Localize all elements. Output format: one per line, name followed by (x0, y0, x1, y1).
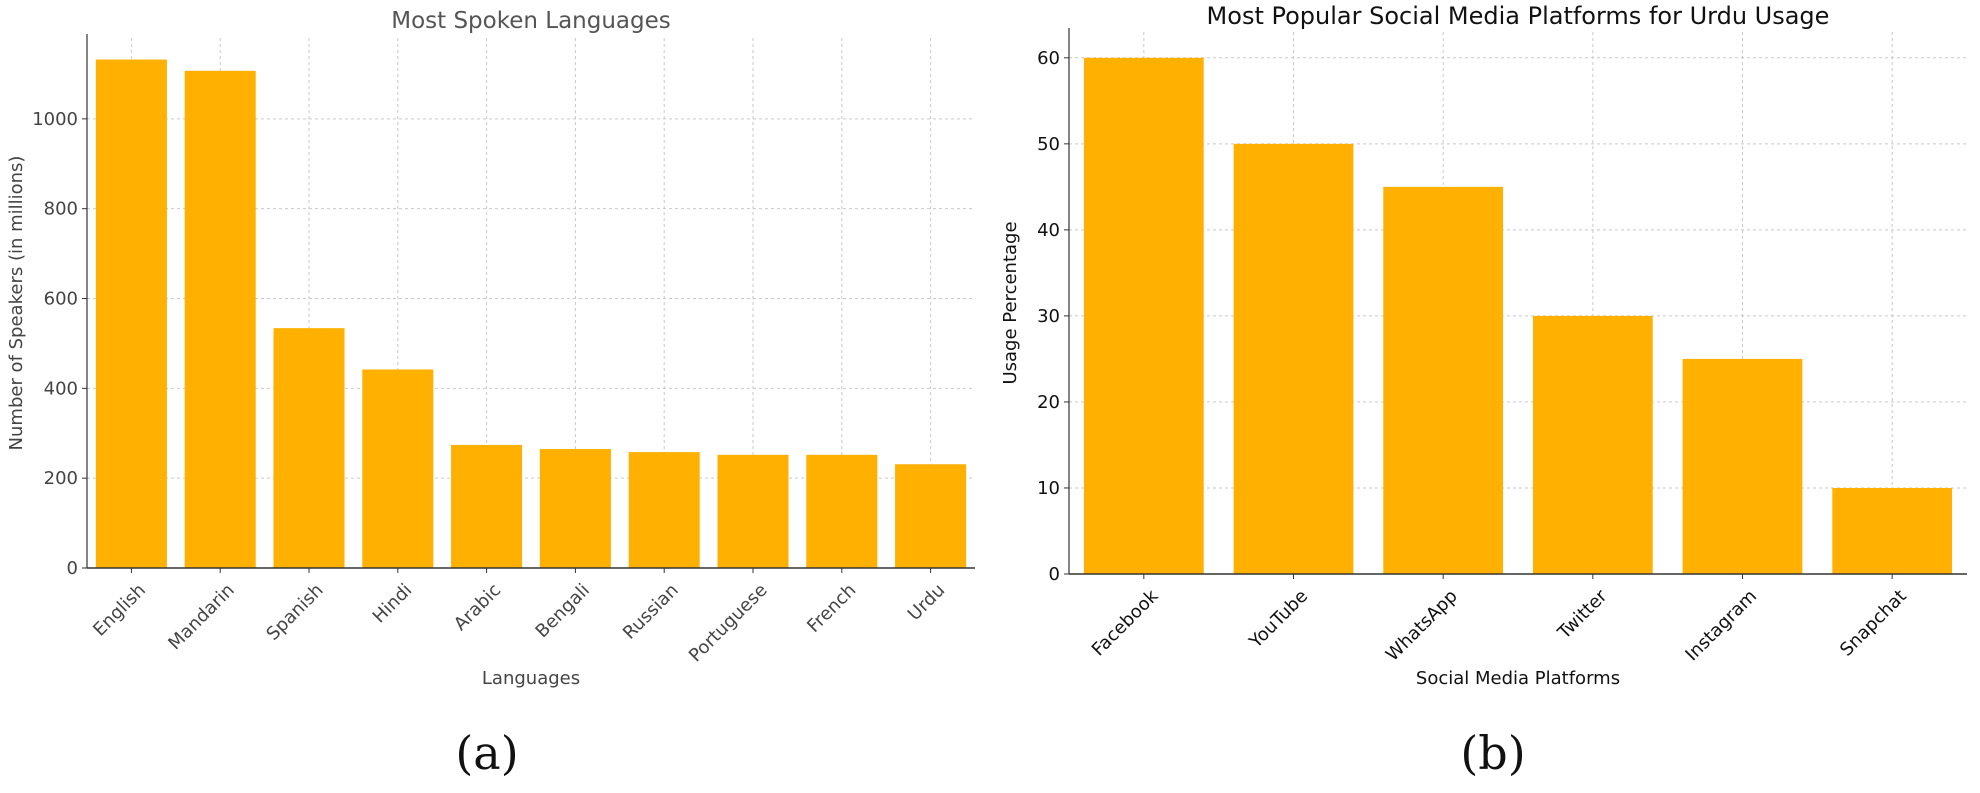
bar-portuguese (717, 454, 789, 568)
chart-panel-b: 0 10 20 30 40 50 60 Facebook YouTube WhatsApp Twit… (990, 0, 1980, 793)
y-tick-label: 400 (44, 378, 78, 399)
x-axis-label: Languages (482, 668, 580, 689)
bar-urdu (895, 464, 967, 568)
caption-a: (a) (455, 726, 519, 780)
y-tick-label: 800 (44, 199, 78, 220)
y-axis-label: Usage Percentage (1000, 221, 1021, 384)
y-tick-label: 600 (44, 289, 78, 310)
x-tick-label: Twitter (1553, 585, 1612, 644)
bar-arabic (451, 444, 523, 568)
y-tick-label: 60 (1037, 48, 1060, 69)
caption-b: (b) (1460, 726, 1526, 780)
chart-title: Most Popular Social Media Platforms for … (1207, 2, 1830, 30)
bar-hindi (362, 369, 434, 568)
x-tick-label: Facebook (1088, 585, 1163, 660)
y-tick-label: 40 (1037, 220, 1060, 241)
bar-russian (628, 452, 700, 568)
x-tick-label: Snapchat (1836, 586, 1911, 661)
x-axis-label: Social Media Platforms (1416, 668, 1620, 689)
bar-twitter (1532, 315, 1653, 574)
x-tick-label: WhatsApp (1382, 586, 1462, 666)
x-tick-label: Bengali (532, 580, 594, 642)
bar-bengali (539, 448, 611, 568)
x-tick-label: YouTube (1245, 586, 1312, 653)
x-tick-label: Portuguese (685, 580, 772, 667)
bar-spanish (273, 328, 345, 568)
bar-facebook (1083, 57, 1204, 575)
y-tick-label: 50 (1037, 134, 1060, 155)
bar-whatsapp (1383, 186, 1504, 574)
chart-panel-a: 0 200 400 600 800 1000 English Mandarin Spanish H… (6, 8, 975, 780)
x-tick-label: French (803, 580, 860, 637)
bar-instagram (1682, 358, 1803, 574)
y-tick-label: 30 (1037, 306, 1060, 327)
x-tick-label: Hindi (369, 580, 417, 628)
y-tick-label: 10 (1037, 478, 1060, 499)
bar-french (806, 454, 878, 568)
bar-mandarin (184, 70, 256, 568)
y-tick-label: 1000 (32, 109, 78, 130)
y-tick-label: 20 (1037, 392, 1060, 413)
bar-english (95, 59, 167, 568)
chart-title: Most Spoken Languages (391, 8, 671, 34)
bar-youtube (1233, 143, 1354, 575)
x-tick-label: Russian (619, 580, 683, 644)
bar-snapchat (1832, 487, 1953, 574)
x-tick-label: Arabic (450, 580, 505, 635)
x-tick-label: Instagram (1681, 586, 1761, 666)
x-tick-label: Mandarin (164, 580, 238, 654)
y-axis-label: Number of Speakers (in millions) (6, 156, 27, 451)
chart-a-svg: 0 200 400 600 800 1000 English Mandarin Spanish H… (6, 8, 975, 689)
y-tick-label: 0 (67, 558, 78, 579)
x-tick-label: English (89, 580, 150, 641)
chart-b-svg: 0 10 20 30 40 50 60 Facebook YouTube WhatsApp Twit… (1000, 2, 1967, 689)
x-tick-label: Urdu (904, 580, 949, 625)
y-tick-label: 200 (44, 468, 78, 489)
y-tick-label: 0 (1049, 564, 1060, 585)
x-tick-label: Spanish (262, 580, 327, 645)
